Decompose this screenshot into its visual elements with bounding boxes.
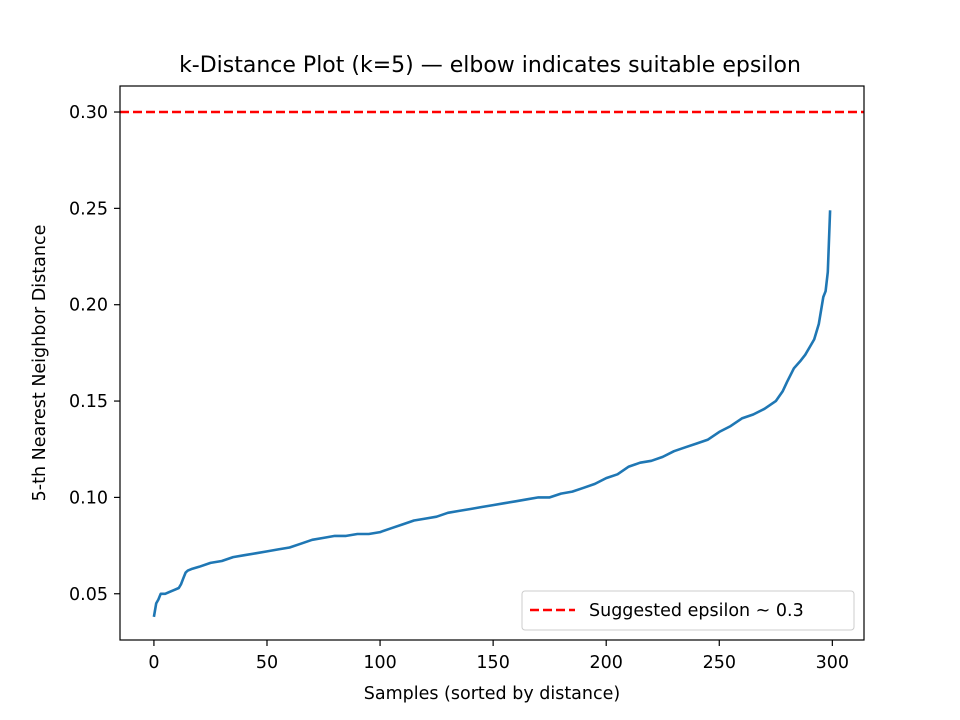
x-tick-label: 300 <box>816 653 849 673</box>
x-tick-label: 0 <box>148 653 159 673</box>
k-distance-series-line <box>152 210 832 618</box>
x-axis-label: Samples (sorted by distance) <box>364 684 620 704</box>
plot-frame <box>119 85 865 641</box>
chart-title: k-Distance Plot (k=5) — elbow indicates … <box>179 53 801 78</box>
y-tick-label: 0.15 <box>69 392 108 412</box>
plot-area <box>120 86 864 640</box>
y-tick-label: 0.25 <box>69 199 108 219</box>
legend-label-epsilon: Suggested epsilon ~ 0.3 <box>589 601 804 621</box>
x-tick-label: 250 <box>703 653 736 673</box>
y-tick-label: 0.20 <box>69 296 108 316</box>
x-axis-ticks: 0 50 100 150 200 250 300 <box>148 640 849 673</box>
x-tick-label: 150 <box>476 653 509 673</box>
x-tick-label: 200 <box>589 653 622 673</box>
y-axis-ticks: 0.05 0.10 0.15 0.20 0.25 0.30 <box>69 103 120 605</box>
y-tick-label: 0.05 <box>69 585 108 605</box>
x-tick-label: 50 <box>256 653 278 673</box>
y-axis-label: 5-th Nearest Neighbor Distance <box>30 225 50 502</box>
legend-box <box>521 590 855 631</box>
x-tick-label: 100 <box>363 653 396 673</box>
y-tick-label: 0.10 <box>69 488 108 508</box>
plot-background <box>120 86 864 640</box>
y-tick-label: 0.30 <box>69 103 108 123</box>
legend: Suggested epsilon ~ 0.3 <box>521 590 855 631</box>
